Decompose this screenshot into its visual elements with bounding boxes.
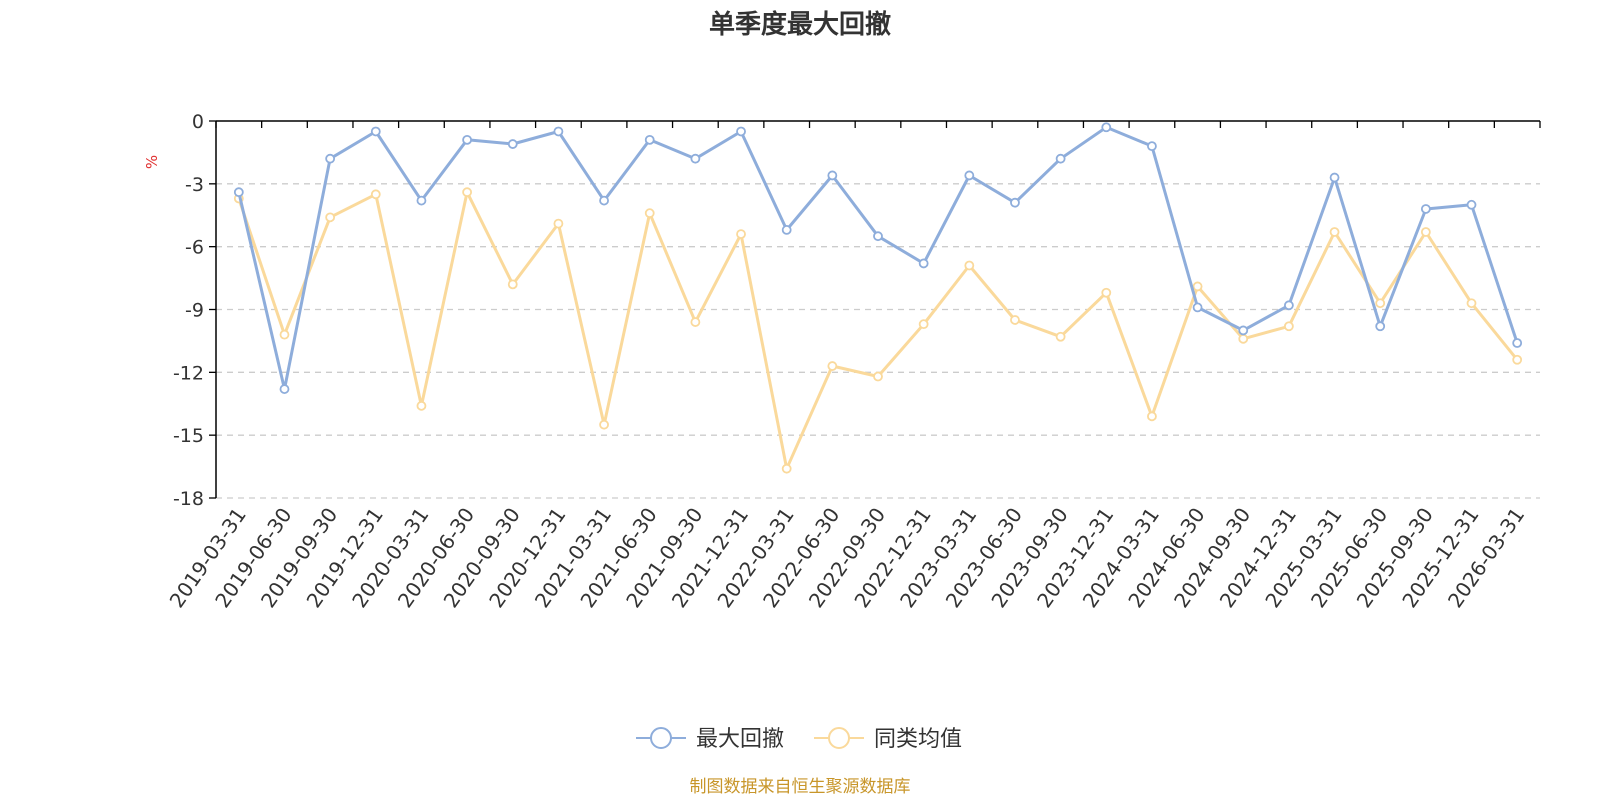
data-point[interactable] (1010, 315, 1020, 325)
data-point[interactable] (370, 126, 381, 137)
data-point[interactable] (553, 126, 564, 137)
chart-title: 单季度最大回撤 (709, 9, 891, 40)
data-point[interactable] (279, 329, 290, 340)
data-point[interactable] (781, 463, 792, 474)
data-point[interactable] (462, 134, 473, 145)
data-point[interactable] (416, 400, 427, 411)
y-tick-label: -18 (173, 488, 204, 510)
data-source-note: 制图数据来自恒生聚源数据库 (690, 777, 911, 797)
data-point[interactable] (964, 260, 975, 271)
data-point[interactable] (644, 134, 655, 145)
data-point[interactable] (1238, 325, 1249, 336)
data-point[interactable] (1192, 302, 1203, 313)
data-point[interactable] (1147, 141, 1157, 152)
data-point[interactable] (873, 231, 883, 242)
grid-lines (216, 183, 1540, 499)
legend-label: 最大回撤 (696, 727, 784, 752)
data-point[interactable] (370, 189, 381, 200)
data-point[interactable] (1512, 354, 1523, 365)
data-point[interactable] (827, 361, 838, 371)
legend-item[interactable]: 同类均值 (814, 727, 962, 752)
data-point[interactable] (690, 153, 701, 164)
legend-item[interactable]: 最大回撤 (636, 727, 784, 752)
data-point[interactable] (781, 225, 792, 235)
data-point[interactable] (736, 126, 746, 137)
data-point[interactable] (1055, 153, 1066, 164)
y-tick-label: -9 (185, 300, 204, 322)
data-point[interactable] (233, 187, 244, 198)
data-point[interactable] (1375, 321, 1386, 332)
y-tick-label: -15 (173, 425, 204, 447)
series-1 (233, 187, 1523, 474)
data-point[interactable] (325, 153, 336, 164)
data-point[interactable] (279, 384, 290, 394)
series-line (237, 125, 1519, 391)
data-point[interactable] (1283, 321, 1294, 332)
data-point[interactable] (1010, 197, 1020, 208)
data-point[interactable] (1329, 172, 1340, 183)
data-point[interactable] (1055, 331, 1066, 342)
y-axis-ticks: 0 -3 -6 -9 -12 -15 -18 (173, 111, 216, 510)
data-point[interactable] (325, 212, 336, 223)
data-point[interactable] (1375, 298, 1386, 309)
data-point[interactable] (1101, 287, 1112, 298)
data-point[interactable] (1329, 227, 1340, 237)
legend[interactable]: 最大回撤 同类均值 (636, 727, 962, 752)
data-point[interactable] (1420, 227, 1431, 237)
data-point[interactable] (644, 208, 655, 219)
y-axis-unit: % (143, 155, 161, 169)
y-tick-label: -6 (185, 237, 204, 259)
data-point[interactable] (416, 195, 427, 206)
series-0 (233, 122, 1523, 394)
data-point[interactable] (507, 279, 518, 290)
data-point[interactable] (599, 419, 609, 430)
data-point[interactable] (1238, 333, 1249, 344)
data-point[interactable] (918, 258, 929, 269)
x-axis-ticks: 2019-03-312019-06-302019-09-302019-12-31… (165, 121, 1541, 612)
data-point[interactable] (873, 371, 883, 382)
data-point[interactable] (507, 139, 518, 149)
legend-circle-icon (650, 727, 672, 749)
data-point[interactable] (690, 317, 701, 327)
data-point[interactable] (827, 170, 838, 181)
data-point[interactable] (1147, 411, 1157, 422)
data-point[interactable] (1466, 298, 1477, 309)
legend-label: 同类均值 (874, 727, 962, 752)
legend-circle-icon (828, 727, 850, 749)
series-group (233, 122, 1523, 474)
data-point[interactable] (1192, 281, 1203, 292)
data-point[interactable] (918, 319, 929, 330)
data-point[interactable] (964, 170, 975, 181)
data-point[interactable] (1466, 199, 1477, 210)
data-point[interactable] (1283, 300, 1294, 311)
data-point[interactable] (1420, 204, 1431, 214)
data-point[interactable] (1512, 338, 1523, 348)
data-point[interactable] (599, 195, 609, 206)
data-point[interactable] (553, 218, 564, 229)
data-point[interactable] (736, 229, 746, 240)
data-point[interactable] (1101, 122, 1112, 133)
data-point[interactable] (462, 187, 473, 198)
y-tick-label: -12 (173, 362, 204, 384)
y-tick-label: 0 (192, 111, 204, 133)
y-tick-label: -3 (185, 174, 204, 196)
